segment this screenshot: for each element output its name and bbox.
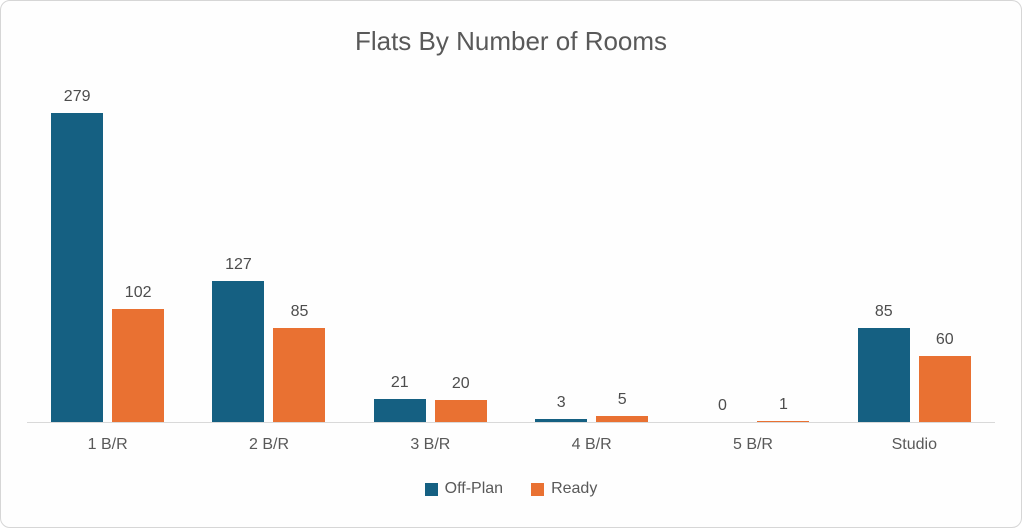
legend-label-ready: Ready xyxy=(551,480,598,497)
bar-group: 85 60 xyxy=(834,302,995,422)
bar-off-plan xyxy=(857,327,910,422)
bar-value-label: 85 xyxy=(874,302,893,320)
bar-ready xyxy=(434,399,487,422)
bar-ready xyxy=(112,309,165,422)
bar-value-label: 127 xyxy=(225,256,252,274)
bar-off-plan xyxy=(51,113,104,422)
bar-column-ready: 1 xyxy=(757,395,810,422)
bar-value-label: 5 xyxy=(617,391,627,409)
bar-ready xyxy=(918,355,971,422)
bar-value-label: 20 xyxy=(451,374,470,392)
bar-column-ready: 20 xyxy=(434,374,487,422)
bar-ready xyxy=(757,420,810,422)
bar-column-off-plan: 127 xyxy=(212,255,265,422)
x-axis-labels: 1 B/R 2 B/R 3 B/R 4 B/R 5 B/R Studio xyxy=(27,423,995,454)
bars-area: 279 102 127 85 21 20 3 5 0 1 85 60 xyxy=(27,88,995,422)
bar-column-off-plan: 279 xyxy=(51,87,104,422)
bar-column-off-plan: 85 xyxy=(857,302,910,422)
bar-group: 127 85 xyxy=(188,255,349,422)
legend-label-off-plan: Off-Plan xyxy=(444,480,504,497)
x-axis-label: Studio xyxy=(891,436,937,453)
bar-value-label: 102 xyxy=(124,284,152,302)
legend-item-ready: Ready xyxy=(531,480,597,498)
bar-value-label: 21 xyxy=(390,373,409,391)
x-axis-label: 1 B/R xyxy=(87,436,128,453)
bar-value-label: 85 xyxy=(290,302,309,320)
x-axis-label: 4 B/R xyxy=(571,436,612,453)
bar-value-label: 1 xyxy=(779,395,788,413)
bar-off-plan xyxy=(212,281,265,422)
bar-column-off-plan: 0 xyxy=(696,396,748,422)
bar-off-plan xyxy=(373,398,426,422)
x-axis-label: 5 B/R xyxy=(732,436,773,453)
bar-ready xyxy=(596,416,649,422)
bar-ready xyxy=(273,327,326,422)
legend-swatch-off-plan-icon xyxy=(424,482,438,496)
legend: Off-Plan Ready xyxy=(1,480,1021,498)
plot-area: 279 102 127 85 21 20 3 5 0 1 85 60 1 B/R 2 B/R 3 B/R 4… xyxy=(27,88,995,454)
x-axis-label: 3 B/R xyxy=(410,436,451,453)
bar-value-label: 279 xyxy=(63,88,91,105)
legend-swatch-ready-icon xyxy=(531,482,545,496)
bar-value-label: 60 xyxy=(935,330,954,348)
bar-column-ready: 85 xyxy=(273,302,326,422)
bar-column-off-plan: 21 xyxy=(373,373,426,422)
x-axis-line xyxy=(27,422,995,423)
bar-value-label: 3 xyxy=(556,393,566,411)
legend-item-off-plan: Off-Plan xyxy=(424,480,504,498)
bar-column-ready: 5 xyxy=(596,390,649,422)
x-axis-label: 2 B/R xyxy=(248,436,289,453)
chart-title: Flats By Number of Rooms xyxy=(354,26,668,56)
bar-column-ready: 102 xyxy=(112,283,165,422)
bar-column-ready: 60 xyxy=(918,330,971,422)
bar-group: 21 20 xyxy=(350,373,511,422)
bar-value-label: 0 xyxy=(718,397,727,414)
bar-off-plan xyxy=(535,418,588,422)
bar-column-off-plan: 3 xyxy=(535,393,588,422)
bar-group: 279 102 xyxy=(27,87,188,422)
